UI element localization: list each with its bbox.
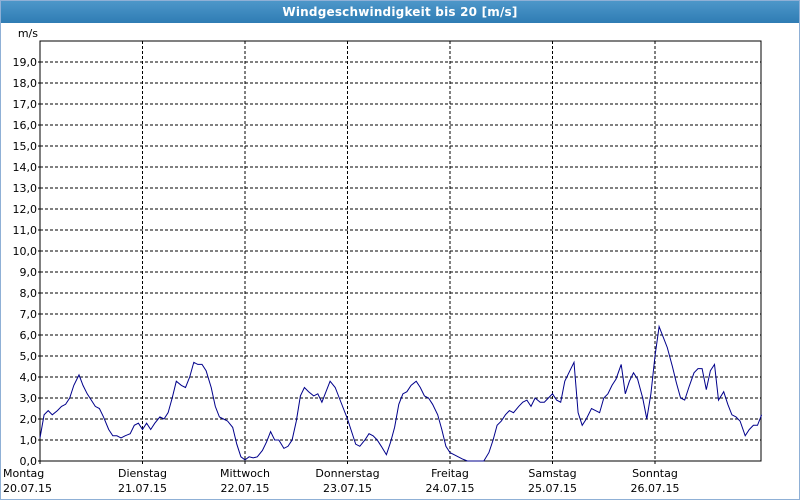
x-tick-weekday-label: Dienstag <box>118 467 167 480</box>
window-title: Windgeschwindigkeit bis 20 [m/s] <box>1 1 799 23</box>
x-tick-weekday-label: Montag <box>3 467 44 480</box>
x-tick-date-label: 22.07.15 <box>221 482 270 495</box>
y-axis-unit-label: m/s <box>18 27 38 40</box>
y-tick-label: 4,0 <box>20 371 38 384</box>
x-tick-date-label: 25.07.15 <box>528 482 577 495</box>
y-tick-label: 2,0 <box>20 413 38 426</box>
y-tick-label: 15,0 <box>13 140 38 153</box>
y-tick-label: 9,0 <box>20 266 38 279</box>
x-tick-weekday-label: Samstag <box>528 467 576 480</box>
grid <box>40 41 761 461</box>
y-tick-label: 7,0 <box>20 308 38 321</box>
y-tick-label: 5,0 <box>20 350 38 363</box>
y-tick-label: 17,0 <box>13 98 38 111</box>
wind-speed-line <box>39 324 763 462</box>
y-tick-label: 13,0 <box>13 182 38 195</box>
y-tick-label: 1,0 <box>20 434 38 447</box>
y-tick-label: 19,0 <box>13 56 38 69</box>
x-tick-weekday-label: Freitag <box>431 467 469 480</box>
y-tick-label: 3,0 <box>20 392 38 405</box>
x-tick-weekday-label: Mittwoch <box>220 467 270 480</box>
y-tick-label: 16,0 <box>13 119 38 132</box>
y-tick-label: 14,0 <box>13 161 38 174</box>
x-tick-date-label: 20.07.15 <box>3 482 52 495</box>
x-tick-date-label: 23.07.15 <box>323 482 372 495</box>
x-tick-weekday-label: Donnerstag <box>315 467 379 480</box>
y-tick-label: 12,0 <box>13 203 38 216</box>
y-tick-label: 6,0 <box>20 329 38 342</box>
y-tick-label: 0,0 <box>20 455 38 468</box>
y-axis: 0,0 1,0 2,0 3,0 4,0 5,0 6,0 7,0 8,0 9,0 10,0 11,0 12… <box>13 56 40 468</box>
y-tick-label: 18,0 <box>13 77 38 90</box>
y-tick-label: 11,0 <box>13 224 38 237</box>
x-axis: Montag 20.07.15 Dienstag 21.07.15 Mittwoch 22… <box>3 461 679 495</box>
wind-speed-chart: 0,0 1,0 2,0 3,0 4,0 5,0 6,0 7,0 8,0 9,0 10,0 11,0 12… <box>3 27 763 495</box>
x-tick-date-label: 24.07.15 <box>426 482 475 495</box>
y-tick-label: 10,0 <box>13 245 38 258</box>
x-tick-weekday-label: Sonntag <box>632 467 678 480</box>
y-tick-label: 8,0 <box>20 287 38 300</box>
x-tick-date-label: 26.07.15 <box>631 482 680 495</box>
x-tick-date-label: 21.07.15 <box>118 482 167 495</box>
